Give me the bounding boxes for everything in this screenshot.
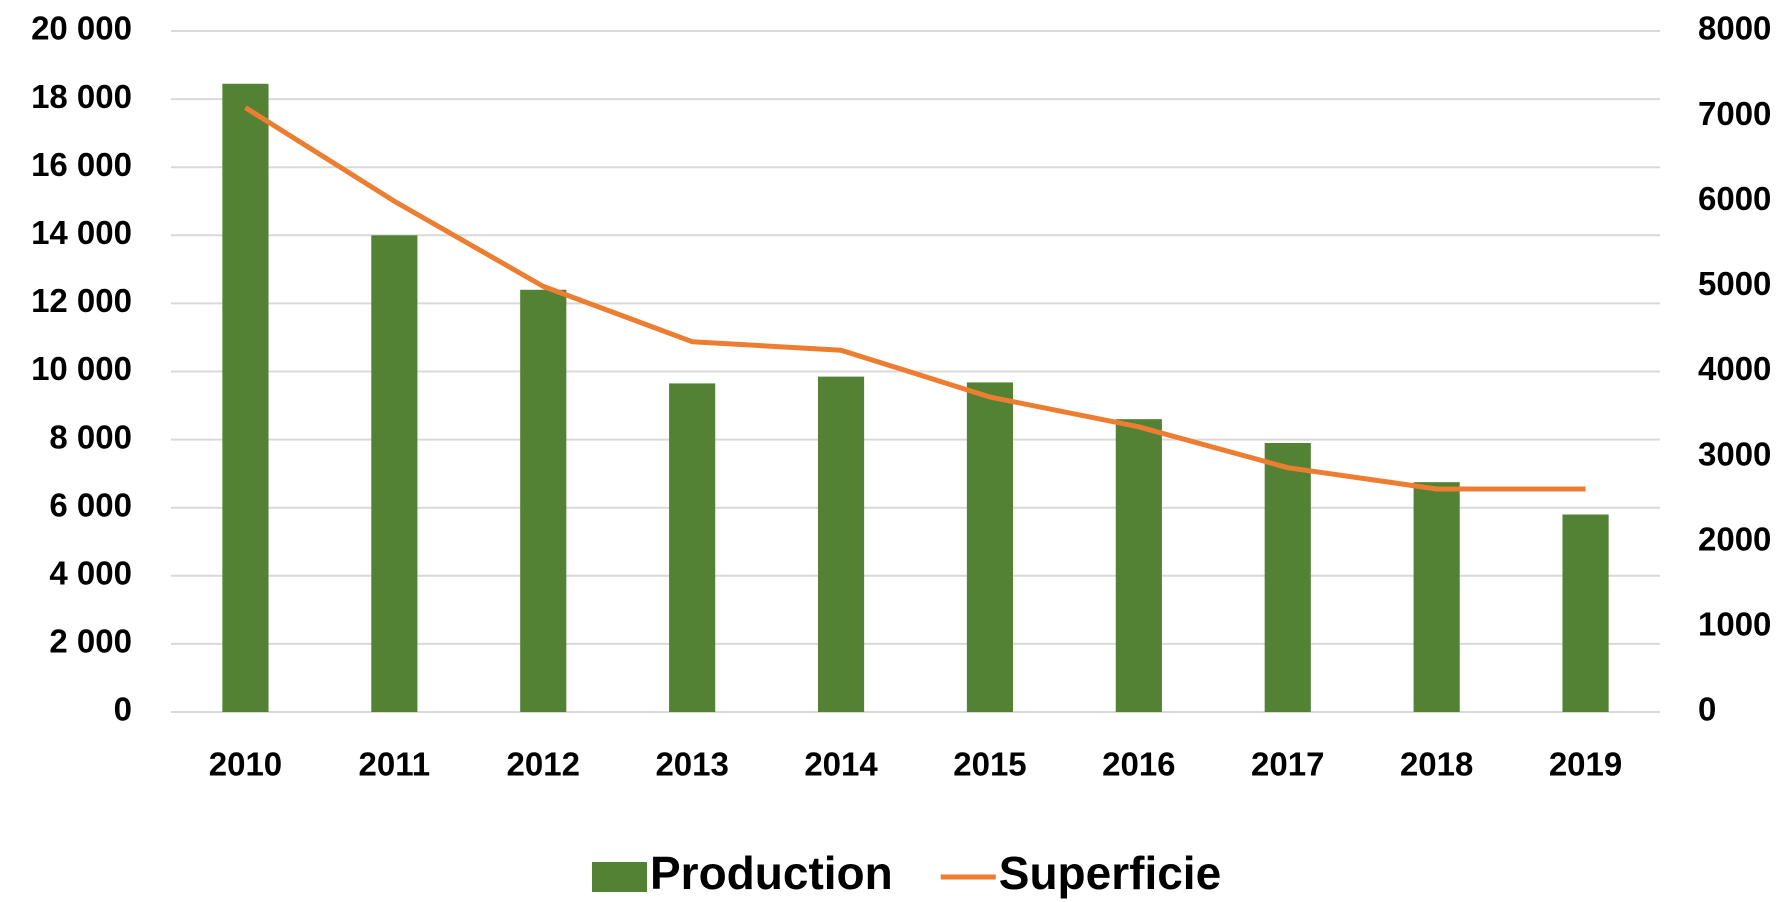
y-tick-label: 8 000	[49, 418, 132, 455]
line	[244, 105, 1586, 492]
y2-tick-label: 4000	[1698, 350, 1771, 387]
bar	[1264, 443, 1311, 712]
y2-tick-label: 0	[1698, 691, 1716, 728]
bar	[520, 289, 567, 712]
bar	[1413, 482, 1460, 712]
x-tick-label: 2016	[1102, 746, 1175, 783]
bar	[371, 235, 418, 713]
x-tick-label: 2010	[209, 746, 282, 783]
bar	[222, 83, 269, 713]
x-tick-label: 2019	[1549, 746, 1622, 783]
bar	[966, 382, 1014, 712]
legend-label: Superficie	[999, 847, 1221, 899]
x-tick-label: 2017	[1251, 746, 1324, 783]
y-tick-label: 4 000	[49, 555, 132, 592]
x-tick-label: 2015	[953, 746, 1026, 783]
bar	[1562, 514, 1609, 712]
x-tick-label: 2014	[804, 746, 878, 783]
y-tick-label: 6 000	[49, 486, 132, 523]
x-tick-label: 2018	[1400, 746, 1473, 783]
y-tick-label: 16 000	[31, 146, 132, 183]
y-tick-label: 2 000	[49, 623, 132, 660]
y2-tick-label: 7000	[1698, 95, 1771, 132]
y-tick-label: 14 000	[31, 214, 132, 251]
y2-tick-label: 3000	[1698, 435, 1771, 472]
x-tick-label: 2013	[655, 746, 728, 783]
y-tick-label: 0	[114, 691, 132, 728]
y-tick-label: 18 000	[31, 78, 132, 115]
x-tick-label: 2012	[507, 746, 580, 783]
bar	[817, 376, 865, 712]
y2-tick-label: 1000	[1698, 606, 1771, 643]
y2-tick-label: 6000	[1698, 180, 1771, 217]
bar	[669, 383, 716, 712]
bar	[1115, 419, 1162, 712]
y-tick-label: 10 000	[31, 350, 132, 387]
x-tick-label: 2011	[359, 746, 431, 783]
legend-label: Production	[650, 847, 893, 899]
y-tick-label: 20 000	[31, 10, 132, 47]
y2-tick-label: 8000	[1698, 10, 1771, 47]
y2-tick-label: 5000	[1698, 265, 1771, 302]
legend-swatch	[592, 862, 647, 892]
y2-tick-label: 2000	[1698, 520, 1771, 557]
y-tick-label: 12 000	[31, 282, 132, 319]
